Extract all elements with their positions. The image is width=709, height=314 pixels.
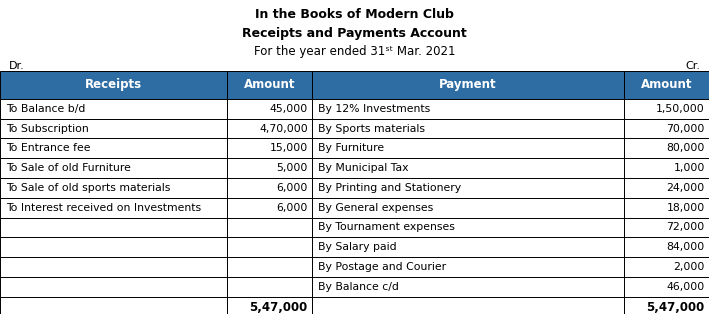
- Bar: [312, 257, 624, 277]
- Bar: [312, 218, 624, 237]
- Text: By Municipal Tax: By Municipal Tax: [318, 163, 408, 173]
- Text: By Postage and Courier: By Postage and Courier: [318, 262, 446, 272]
- Text: Dr.: Dr.: [9, 61, 24, 71]
- Bar: [624, 297, 709, 314]
- Bar: [624, 257, 709, 277]
- Bar: [0, 158, 227, 178]
- Bar: [624, 277, 709, 297]
- Text: By Salary paid: By Salary paid: [318, 242, 396, 252]
- Bar: [0, 138, 227, 158]
- Bar: [312, 277, 624, 297]
- Bar: [0, 218, 227, 237]
- Bar: [0, 71, 227, 99]
- Bar: [0, 277, 227, 297]
- Text: By 12% Investments: By 12% Investments: [318, 104, 430, 114]
- Text: 18,000: 18,000: [666, 203, 705, 213]
- Bar: [624, 178, 709, 198]
- Text: 80,000: 80,000: [666, 143, 705, 153]
- Text: 2,000: 2,000: [674, 262, 705, 272]
- Text: To Entrance fee: To Entrance fee: [6, 143, 90, 153]
- Text: In the Books of Modern Club: In the Books of Modern Club: [255, 8, 454, 21]
- Text: By General expenses: By General expenses: [318, 203, 433, 213]
- Text: For the year ended 31ˢᵗ Mar. 2021: For the year ended 31ˢᵗ Mar. 2021: [254, 45, 455, 57]
- Text: 5,000: 5,000: [277, 163, 308, 173]
- Bar: [312, 237, 624, 257]
- Text: 1,000: 1,000: [674, 163, 705, 173]
- Text: By Balance c/d: By Balance c/d: [318, 282, 398, 292]
- Bar: [227, 277, 312, 297]
- Text: By Printing and Stationery: By Printing and Stationery: [318, 183, 461, 193]
- Text: By Sports materials: By Sports materials: [318, 124, 425, 133]
- Text: 5,47,000: 5,47,000: [250, 301, 308, 314]
- Bar: [624, 138, 709, 158]
- Bar: [0, 178, 227, 198]
- Text: 15,000: 15,000: [269, 143, 308, 153]
- Bar: [312, 99, 624, 119]
- Text: 45,000: 45,000: [269, 104, 308, 114]
- Bar: [0, 297, 227, 314]
- Bar: [0, 99, 227, 119]
- Bar: [624, 99, 709, 119]
- Text: 6,000: 6,000: [277, 203, 308, 213]
- Bar: [0, 198, 227, 218]
- Text: To Subscription: To Subscription: [6, 124, 89, 133]
- Text: Receipts: Receipts: [85, 78, 142, 91]
- Bar: [624, 198, 709, 218]
- Text: Receipts and Payments Account: Receipts and Payments Account: [242, 27, 467, 40]
- Bar: [624, 237, 709, 257]
- Text: 84,000: 84,000: [666, 242, 705, 252]
- Bar: [0, 237, 227, 257]
- Bar: [227, 158, 312, 178]
- Bar: [227, 138, 312, 158]
- Bar: [0, 119, 227, 138]
- Bar: [227, 297, 312, 314]
- Text: 72,000: 72,000: [666, 223, 705, 232]
- Bar: [227, 237, 312, 257]
- Bar: [227, 119, 312, 138]
- Bar: [312, 158, 624, 178]
- Text: 1,50,000: 1,50,000: [656, 104, 705, 114]
- Bar: [624, 218, 709, 237]
- Text: By Tournament expenses: By Tournament expenses: [318, 223, 454, 232]
- Bar: [312, 71, 624, 99]
- Bar: [227, 198, 312, 218]
- Text: Amount: Amount: [641, 78, 692, 91]
- Text: To Sale of old sports materials: To Sale of old sports materials: [6, 183, 170, 193]
- Bar: [312, 198, 624, 218]
- Bar: [227, 178, 312, 198]
- Bar: [624, 71, 709, 99]
- Bar: [312, 297, 624, 314]
- Text: To Interest received on Investments: To Interest received on Investments: [6, 203, 201, 213]
- Bar: [227, 71, 312, 99]
- Text: To Balance b/d: To Balance b/d: [6, 104, 85, 114]
- Text: Amount: Amount: [244, 78, 295, 91]
- Text: Cr.: Cr.: [686, 61, 700, 71]
- Text: 46,000: 46,000: [666, 282, 705, 292]
- Text: By Furniture: By Furniture: [318, 143, 384, 153]
- Text: Payment: Payment: [439, 78, 497, 91]
- Text: 5,47,000: 5,47,000: [647, 301, 705, 314]
- Text: 6,000: 6,000: [277, 183, 308, 193]
- Bar: [227, 257, 312, 277]
- Text: To Sale of old Furniture: To Sale of old Furniture: [6, 163, 130, 173]
- Bar: [312, 178, 624, 198]
- Bar: [0, 257, 227, 277]
- Bar: [624, 119, 709, 138]
- Bar: [624, 158, 709, 178]
- Text: 24,000: 24,000: [666, 183, 705, 193]
- Bar: [227, 99, 312, 119]
- Bar: [312, 138, 624, 158]
- Bar: [227, 218, 312, 237]
- Text: 70,000: 70,000: [666, 124, 705, 133]
- Text: 4,70,000: 4,70,000: [259, 124, 308, 133]
- Bar: [312, 119, 624, 138]
